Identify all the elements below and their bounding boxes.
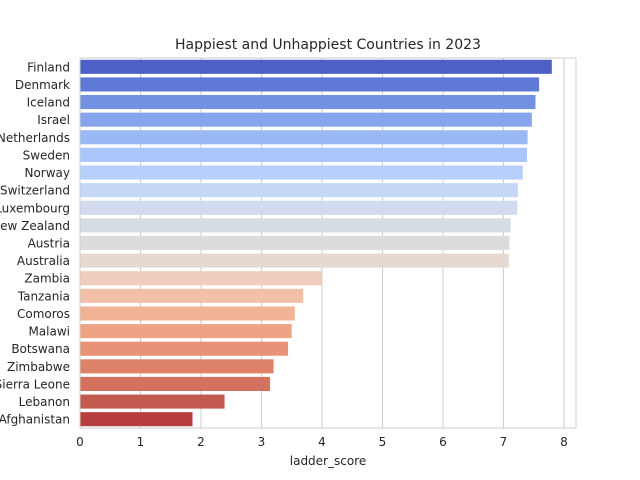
- bar-lebanon: [80, 394, 225, 409]
- bar-zimbabwe: [80, 359, 274, 374]
- bar-malawi: [80, 324, 292, 339]
- bar-israel: [80, 112, 532, 127]
- y-tick-label: Lebanon: [19, 395, 70, 409]
- bar-austria: [80, 235, 510, 251]
- y-tick-label: Comoros: [17, 307, 70, 321]
- y-tick-label: Norway: [24, 166, 70, 180]
- bar-zambia: [80, 271, 322, 286]
- bar-denmark: [80, 77, 540, 92]
- x-tick-label: 3: [258, 435, 266, 449]
- y-tick-label: Sweden: [23, 148, 70, 162]
- bar-new-zealand: [80, 218, 511, 233]
- y-tick-label: New Zealand: [0, 219, 70, 233]
- bar-botswana: [80, 341, 289, 356]
- y-tick-label: Denmark: [15, 78, 70, 92]
- bar-afghanistan: [80, 412, 193, 427]
- y-tick-label: Botswana: [11, 342, 70, 356]
- y-tick-label: Malawi: [28, 325, 70, 339]
- chart-title: Happiest and Unhappiest Countries in 202…: [175, 37, 481, 53]
- y-tick-label: Netherlands: [0, 131, 70, 145]
- y-tick-label: Australia: [17, 254, 70, 268]
- bars: [80, 59, 552, 427]
- x-tick-label: 6: [439, 435, 447, 449]
- bar-sweden: [80, 147, 528, 162]
- bar-iceland: [80, 95, 536, 110]
- x-tick-label: 2: [197, 435, 205, 449]
- y-tick-label: Afghanistan: [0, 413, 70, 427]
- bar-sierra-leone: [80, 376, 270, 391]
- bar-norway: [80, 165, 523, 180]
- bar-luxembourg: [80, 200, 518, 215]
- x-tick-label: 5: [379, 435, 387, 449]
- bar-switzerland: [80, 183, 518, 198]
- x-tick-label: 8: [560, 435, 568, 449]
- y-tick-label: Austria: [28, 237, 70, 251]
- bar-finland: [80, 59, 552, 74]
- x-tick-label: 1: [137, 435, 145, 449]
- y-tick-label: Finland: [27, 60, 70, 74]
- bar-netherlands: [80, 130, 528, 145]
- x-tick-label: 0: [76, 435, 84, 449]
- plot-frame: [79, 57, 577, 429]
- y-tick-label: Tanzania: [17, 289, 70, 303]
- bar-comoros: [80, 306, 295, 321]
- bar-tanzania: [80, 288, 304, 303]
- y-tick-label: Israel: [37, 113, 70, 127]
- x-tick-label: 7: [500, 435, 508, 449]
- y-tick-label: Zimbabwe: [7, 360, 70, 374]
- x-tick-labels: 0 1 2 3 4 5 6 7 8: [76, 435, 568, 449]
- y-tick-label: Iceland: [27, 96, 70, 110]
- y-tick-label: Zambia: [24, 272, 70, 286]
- y-tick-label: Luxembourg: [0, 201, 70, 215]
- bar-australia: [80, 253, 509, 268]
- y-tick-label: Sierra Leone: [0, 377, 70, 391]
- x-axis-title: ladder_score: [290, 454, 366, 468]
- x-tick-label: 4: [318, 435, 326, 449]
- y-tick-label: Switzerland: [0, 184, 70, 198]
- y-tick-labels: Finland Denmark Iceland Israel Netherlands Sw…: [0, 60, 70, 426]
